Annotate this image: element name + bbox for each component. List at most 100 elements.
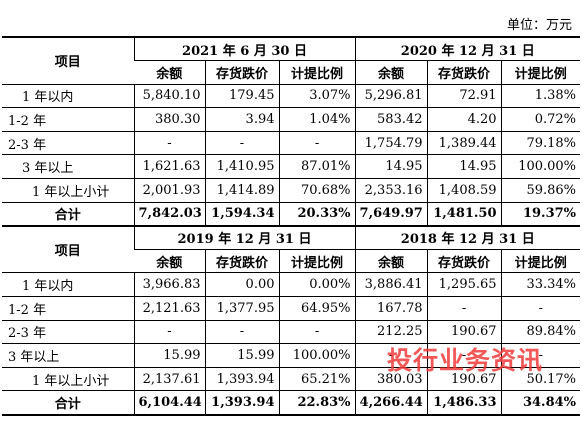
- table-cell: 5,296.81: [354, 84, 428, 109]
- table-cell: 59.86%: [500, 178, 581, 203]
- table-cell: 380.30: [133, 107, 205, 132]
- table-cell: 2,137.61: [133, 367, 205, 392]
- table-cell: 65.21%: [278, 367, 356, 392]
- table-cell: 1,414.89: [204, 178, 279, 203]
- table-cell: 15.99: [133, 343, 205, 368]
- table-cell: 2,001.93: [133, 178, 205, 203]
- period-header-row: 项目 2021 年 6 月 30 日 2020 年 12 月 31 日: [2, 35, 581, 85]
- table-cell: 0.00: [204, 272, 279, 298]
- table-row: 1 年以上小计 2,137.61 1,393.94 65.21% 380.03 190.6…: [2, 367, 581, 392]
- table-cell: 167.78: [354, 296, 428, 321]
- table-cell: 1,754.79: [354, 131, 428, 156]
- table-cell: 50.17%: [500, 367, 581, 392]
- table-cell: 179.45: [204, 84, 279, 109]
- row-label: 1 年以上小计: [2, 367, 134, 392]
- column-header: 存货跌价: [426, 60, 502, 85]
- unit-label: 单位：万元: [506, 18, 572, 33]
- table-cell: 1,295.65: [426, 272, 502, 298]
- row-label: 1-2 年: [2, 296, 134, 321]
- table-cell: 100.00%: [500, 154, 581, 180]
- table-row: 3 年以上 15.99 15.99 100.00% - - -: [2, 343, 581, 368]
- row-label: 3 年以上: [2, 343, 134, 368]
- row-label: 1 年以内: [2, 84, 134, 109]
- total-cell: 19.37%: [500, 202, 581, 227]
- table-cell: 1,410.95: [204, 154, 279, 180]
- column-header: 余额: [354, 249, 428, 274]
- watermark-text: 投行业务资讯: [387, 346, 544, 375]
- total-cell: 1,393.94: [204, 390, 279, 416]
- total-label: 合计: [2, 390, 134, 416]
- column-header: 余额: [134, 249, 205, 274]
- table-cell: -: [278, 320, 356, 345]
- total-cell: 4,266.44: [354, 390, 428, 416]
- table-cell: 1,408.59: [426, 178, 502, 203]
- table-cell: 190.67: [426, 320, 502, 345]
- table-row: 1-2 年 380.30 3.94 1.04% 583.42 4.20 0.72%: [2, 107, 581, 132]
- table-cell: 5,840.10: [133, 84, 205, 109]
- table-cell: 3,966.83: [133, 272, 205, 298]
- total-cell: 7,649.97: [354, 202, 428, 227]
- row-label: 2-3 年: [2, 320, 134, 345]
- table-cell: 33.34%: [500, 272, 581, 298]
- table-cell: 14.95: [354, 154, 428, 180]
- table-cell: 89.84%: [500, 320, 581, 345]
- table-row: 2-3 年 - - -1,754.79 1,389.44 79.18%: [2, 131, 581, 156]
- total-cell: 22.83%: [278, 390, 356, 416]
- column-header: 计提比例: [278, 249, 356, 274]
- column-header: 计提比例: [278, 60, 356, 85]
- table-cell: -: [500, 296, 581, 321]
- table-cell: 1,377.95: [204, 296, 279, 321]
- row-label: 1 年以上小计: [2, 178, 134, 203]
- table-cell: 1,393.94: [204, 367, 279, 392]
- column-header: 余额: [134, 60, 205, 85]
- column-header: 存货跌价: [426, 249, 502, 274]
- column-header: 计提比例: [500, 249, 581, 274]
- table-cell: 1.38%: [500, 84, 581, 109]
- table-cell: 100.00%: [278, 343, 356, 368]
- table-cell: 15.99: [204, 343, 279, 368]
- inventory-impairment-table: 项目 2021 年 6 月 30 日 2020 年 12 月 31 日余额 存货跌价计…: [2, 35, 581, 416]
- column-header: 存货跌价: [204, 249, 279, 274]
- row-label: 1 年以内: [2, 272, 134, 298]
- table-row: 1-2 年 2,121.63 1,377.95 64.95% 167.78- -: [2, 296, 581, 321]
- total-label: 合计: [2, 202, 134, 227]
- table-cell: -: [500, 343, 581, 368]
- table-cell: 14.95: [426, 154, 502, 180]
- column-header-row: 余额 存货跌价 计提比例 余额 存货跌价 计提比例: [2, 249, 581, 274]
- total-row: 合计 7,842.03 1,594.34 20.33% 7,649.97 1,481.50…: [2, 202, 581, 227]
- total-cell: 20.33%: [278, 202, 356, 227]
- total-cell: 1,486.33: [426, 390, 502, 416]
- table-cell: -: [354, 343, 428, 368]
- column-header: 余额: [354, 60, 428, 85]
- table-row: 1 年以内 5,840.10 179.45 3.07% 5,296.81 72.91 1.3…: [2, 84, 581, 109]
- table-cell: 87.01%: [278, 154, 356, 180]
- table-cell: 380.03: [354, 367, 428, 392]
- table-row: 1 年以上小计 2,001.93 1,414.89 70.68% 2,353.16 1,4…: [2, 178, 581, 203]
- table-cell: -: [204, 320, 279, 345]
- total-cell: 6,104.44: [133, 390, 205, 416]
- table-cell: -: [204, 131, 279, 156]
- table-row: 1 年以内 3,966.83 0.00 0.00% 3,886.41 1,295.65 33…: [2, 272, 581, 298]
- table-cell: 2,353.16: [354, 178, 428, 203]
- row-label: 1-2 年: [2, 107, 134, 132]
- table-cell: 3.07%: [278, 84, 356, 109]
- item-header: 项目: [2, 35, 134, 85]
- period-header: 2018 年 12 月 31 日: [354, 224, 581, 250]
- period-header: 2019 年 12 月 31 日: [133, 224, 356, 250]
- table-row: 3 年以上 1,621.63 1,410.95 87.01% 14.95 14.95 100…: [2, 154, 581, 180]
- table-cell: -: [426, 296, 502, 321]
- row-label: 3 年以上: [2, 154, 134, 180]
- table-row: 2-3 年 - - -212.25 190.67 89.84%: [2, 320, 581, 345]
- table-cell: 1,621.63: [133, 154, 205, 180]
- table-cell: 0.72%: [500, 107, 581, 132]
- table-cell: -: [133, 320, 205, 345]
- column-header-row: 余额 存货跌价 计提比例 余额 存货跌价 计提比例: [2, 60, 581, 85]
- table-cell: 0.00%: [278, 272, 356, 298]
- column-header: 存货跌价: [204, 60, 279, 85]
- total-cell: 1,594.34: [204, 202, 279, 227]
- total-cell: 7,842.03: [133, 202, 205, 227]
- table-cell: 1,389.44: [426, 131, 502, 156]
- table-cell: 4.20: [426, 107, 502, 132]
- total-cell: 1,481.50: [426, 202, 502, 227]
- item-header: 项目: [2, 224, 134, 274]
